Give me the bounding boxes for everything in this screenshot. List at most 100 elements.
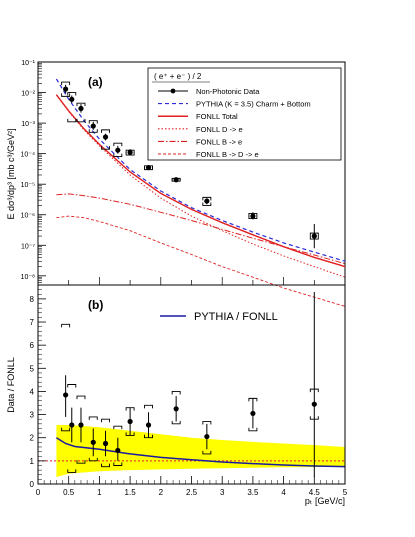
panel-a-ytick-label: 10⁻⁶ bbox=[21, 213, 35, 220]
panel-a-data-point bbox=[145, 164, 152, 171]
panel-b-xtick-label: 3.5 bbox=[247, 488, 259, 497]
panel-a: 10⁻⁸ 10⁻⁷ 10⁻⁶ 10⁻⁵ 10⁻⁴ 10⁻³ 10⁻² 10⁻¹ (a) E d… bbox=[6, 60, 346, 307]
panel-a-sys-bracket bbox=[101, 129, 110, 133]
panel-a-legend-items: Non-Photonic Data PYTHIA (K = 3.5) Charm … bbox=[158, 87, 311, 159]
panel-a-sys-bracket bbox=[248, 213, 258, 217]
panel-a-data-point bbox=[90, 123, 96, 129]
panel-b-data-point bbox=[173, 406, 179, 412]
panel-a-ticks: 10⁻⁸ 10⁻⁷ 10⁻⁶ 10⁻⁵ 10⁻⁴ 10⁻³ 10⁻² 10⁻¹ bbox=[21, 60, 346, 285]
panel-b-sys-bracket bbox=[202, 450, 212, 455]
legend-a-title: ( e⁺ + e⁻ ) / 2 bbox=[154, 72, 202, 81]
panel-a-ytick-label: 10⁻³ bbox=[21, 121, 35, 128]
panel-b-data-point bbox=[204, 433, 210, 440]
panel-b-xtick-label: 5 bbox=[343, 488, 348, 497]
panel-a-ytick-label: 10⁻⁵ bbox=[21, 182, 35, 189]
panel-b-sys-bracket bbox=[309, 416, 319, 420]
panel-a-data-point bbox=[115, 147, 121, 153]
panel-b-ytick-label: 3 bbox=[30, 411, 35, 420]
panel-a-data-point bbox=[204, 198, 210, 204]
panel-b-data-point bbox=[90, 439, 96, 445]
panel-b-label: (b) bbox=[88, 298, 103, 312]
panel-b-sys-bracket bbox=[61, 323, 71, 328]
panel-b-sys-bracket bbox=[67, 469, 77, 473]
panel-a-data-point bbox=[78, 105, 84, 112]
panel-a-legend: ( e⁺ + e⁻ ) / 2 Non-Photonic Data PYTHIA … bbox=[147, 67, 342, 161]
panel-b-data-point bbox=[145, 422, 152, 428]
panel-a-data-point bbox=[127, 149, 133, 155]
panel-b-sys-bracket bbox=[76, 460, 86, 464]
panel-b-data-point bbox=[127, 418, 133, 425]
panel-a-sys-bracket bbox=[309, 236, 319, 240]
panel-b-xtick-label: 0 bbox=[36, 488, 41, 497]
panel-a-series-curve bbox=[56, 193, 346, 265]
panel-b-sys-bracket bbox=[144, 404, 153, 409]
panel-b-xtick-label: 4.5 bbox=[309, 488, 321, 497]
panel-b-data-point bbox=[78, 422, 84, 428]
panel-b-xtick-label: 0.5 bbox=[63, 488, 75, 497]
panel-b-xtick-label: 1 bbox=[97, 488, 102, 497]
panel-b-curve bbox=[56, 437, 346, 468]
panel-a-sys-bracket bbox=[202, 202, 212, 206]
panel-b-ytick-label: 4 bbox=[30, 387, 35, 396]
panel-b-sys-bracket bbox=[202, 421, 212, 425]
panel-b-ytick-label: 8 bbox=[30, 295, 35, 304]
panel-a-ytick-label: 10⁻⁴ bbox=[21, 152, 36, 159]
panel-a-sys-bracket bbox=[61, 93, 71, 97]
panel-b-sys-bracket bbox=[101, 418, 110, 423]
panel-a-data-point bbox=[311, 233, 317, 239]
legend-a-label: FONLL B -> e bbox=[196, 137, 242, 146]
panel-b-xtick-label: 2.5 bbox=[186, 488, 198, 497]
panel-b: 0 1 2 3 4 5 6 7 8 0 0.5 1 1.5 2 2.5 3 3.5 4 4.5 5 (b) Data … bbox=[6, 284, 348, 506]
panel-a-curves bbox=[55, 78, 346, 307]
panel-a-sys-bracket bbox=[202, 196, 212, 201]
panel-b-sys-bracket bbox=[144, 434, 153, 439]
panel-a-data-point bbox=[63, 86, 69, 92]
panel-a-data-point bbox=[102, 134, 109, 140]
panel-b-sys-bracket bbox=[101, 463, 110, 468]
legend-a-label: Non-Photonic Data bbox=[196, 87, 260, 96]
panel-b-points bbox=[61, 291, 319, 478]
legend-a-label: FONLL Total bbox=[196, 112, 238, 121]
panel-b-ytick-label: 1 bbox=[30, 457, 35, 466]
panel-b-data-point bbox=[63, 392, 69, 398]
panel-b-sys-bracket bbox=[76, 395, 86, 400]
panel-a-ytick-label: 10⁻² bbox=[21, 91, 35, 98]
panel-a-series-curve bbox=[55, 78, 346, 262]
panel-b-data-point bbox=[250, 410, 256, 417]
panel-a-ytick-label: 10⁻⁸ bbox=[21, 274, 35, 281]
panel-b-sys-bracket bbox=[248, 397, 258, 402]
panel-b-sys-bracket bbox=[61, 427, 71, 432]
legend-a-label: FONLL B -> D -> e bbox=[196, 150, 259, 159]
panel-b-xtick-label: 1.5 bbox=[125, 488, 137, 497]
panel-b-sys-bracket bbox=[125, 407, 135, 411]
panel-a-points bbox=[61, 81, 319, 249]
panel-a-data-point bbox=[250, 213, 256, 219]
panel-a-sys-bracket bbox=[309, 232, 319, 237]
panel-b-sys-bracket bbox=[88, 457, 98, 462]
panel-b-xtick-label: 3 bbox=[220, 488, 225, 497]
panel-a-ylabel: E dσ³/dp³ [mb c³/GeV²] bbox=[6, 128, 16, 219]
panel-b-data-point bbox=[311, 401, 317, 407]
panel-b-xtick-label: 2 bbox=[159, 488, 164, 497]
legend-a-marker bbox=[170, 88, 176, 94]
panel-b-ytick-label: 6 bbox=[30, 341, 35, 350]
panel-b-xtick-label: 4 bbox=[281, 488, 286, 497]
panel-a-sys-bracket bbox=[61, 81, 71, 86]
panel-a-series-curve bbox=[56, 215, 346, 307]
panel-a-sys-bracket bbox=[88, 129, 98, 133]
panel-a-series-curve bbox=[55, 94, 346, 278]
panel-b-pythia-fonll-curve bbox=[56, 437, 346, 468]
panel-b-sys-bracket bbox=[88, 416, 98, 420]
panel-b-sys-bracket bbox=[248, 427, 258, 432]
panel-b-data-point bbox=[69, 422, 75, 428]
panel-b-ytick-label: 7 bbox=[30, 318, 35, 327]
panel-a-ytick-label: 10⁻⁷ bbox=[21, 243, 35, 250]
panel-a-sys-bracket bbox=[67, 92, 77, 96]
panel-b-legend: PYTHIA / FONLL bbox=[160, 311, 278, 323]
panel-b-sys-bracket bbox=[113, 425, 123, 430]
panel-b-ylabel: Data / FONLL bbox=[6, 357, 16, 413]
panel-b-xlabel: pₜ [GeV/c] bbox=[305, 496, 345, 506]
panel-a-data-point bbox=[173, 177, 179, 183]
panel-b-sys-bracket bbox=[67, 384, 77, 388]
panel-a-data-point bbox=[69, 96, 75, 102]
